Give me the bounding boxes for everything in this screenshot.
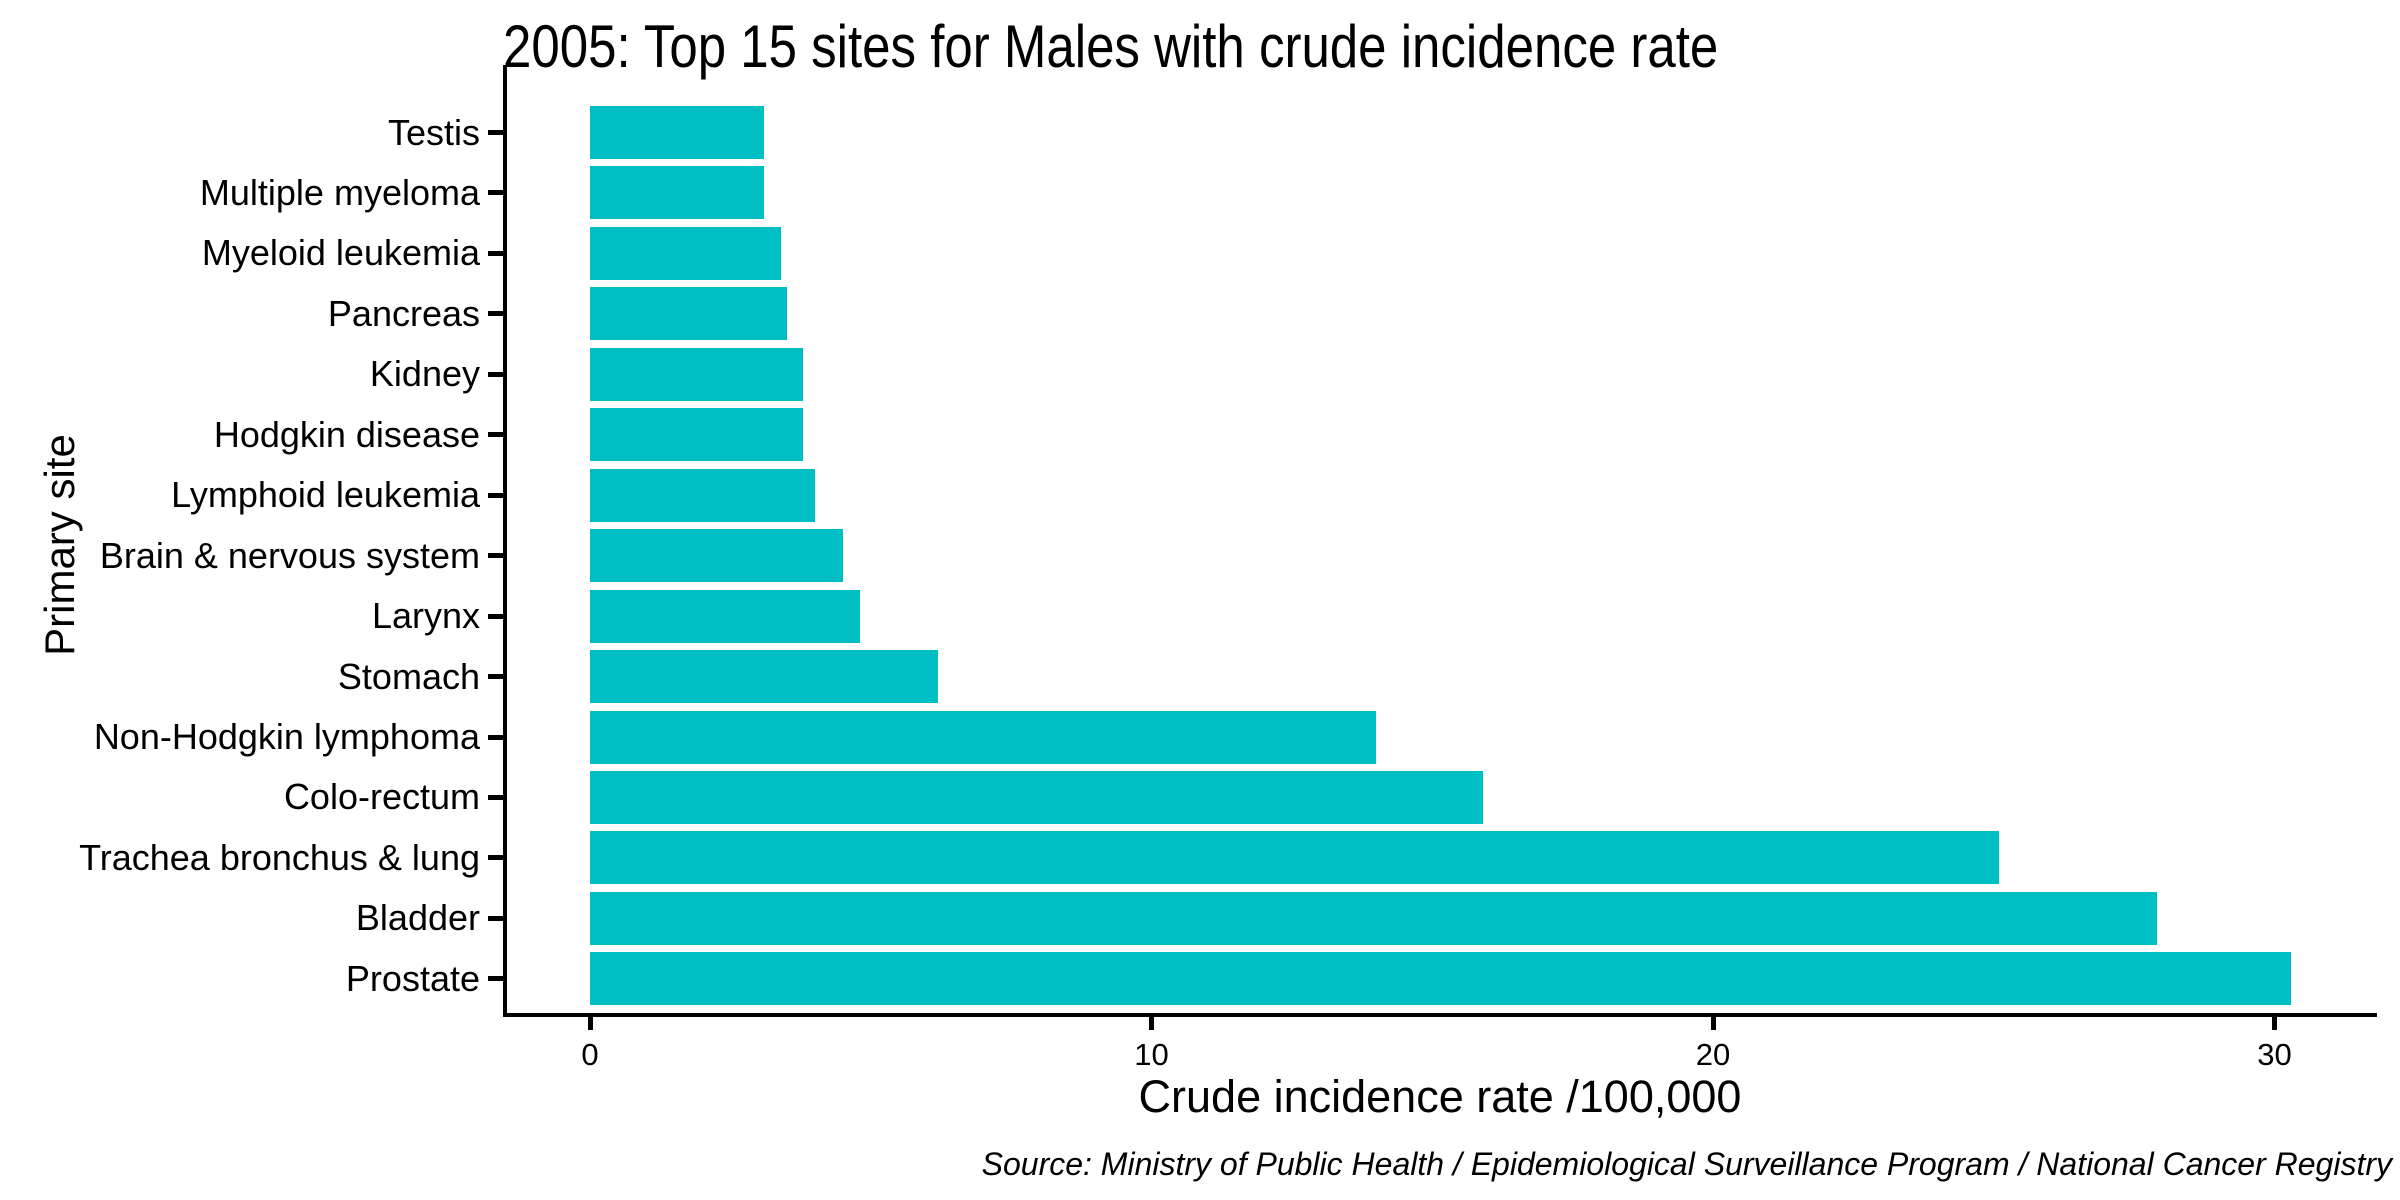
bar-non-hodgkin-lymphoma <box>590 710 1377 764</box>
y-label-prostate: Prostate <box>345 957 480 999</box>
bar-testis <box>590 106 765 159</box>
x-axis-title: Crude incidence rate /100,000 <box>1138 1071 1742 1122</box>
x-tick-mark <box>2272 1017 2277 1030</box>
y-tick-mark <box>488 855 503 861</box>
y-tick-mark <box>488 250 503 256</box>
plot-area <box>503 65 2377 1017</box>
y-tick-mark <box>488 734 503 740</box>
bar-brain-nervous-system <box>590 529 843 583</box>
y-tick-mark <box>488 432 503 438</box>
y-label-pancreas: Pancreas <box>327 292 480 334</box>
x-tick-label: 20 <box>1695 1037 1731 1072</box>
y-tick-mark <box>488 311 503 317</box>
bar-hodgkin-disease <box>590 408 804 462</box>
x-tick-mark <box>1149 1017 1154 1030</box>
y-label-myeloid-leukemia: Myeloid leukemia <box>201 232 480 274</box>
chart-title: 2005: Top 15 sites for Males with crude … <box>503 13 1719 80</box>
y-tick-mark <box>488 190 503 196</box>
y-label-brain-nervous-system: Brain & nervous system <box>99 534 480 576</box>
bar-multiple-myeloma <box>590 166 765 220</box>
y-label-larynx: Larynx <box>371 595 480 637</box>
x-tick-label: 0 <box>581 1037 599 1072</box>
y-label-lymphoid-leukemia: Lymphoid leukemia <box>171 474 480 516</box>
y-tick-mark <box>488 371 503 377</box>
y-label-bladder: Bladder <box>355 897 480 939</box>
y-tick-mark <box>488 794 503 800</box>
bar-pancreas <box>590 287 787 341</box>
x-tick-label: 30 <box>2257 1037 2292 1072</box>
source-caption: Source: Ministry of Public Health / Epid… <box>981 1146 2392 1182</box>
y-tick-mark <box>488 915 503 921</box>
bar-larynx <box>590 589 860 643</box>
y-label-stomach: Stomach <box>337 655 480 697</box>
bar-prostate <box>590 952 2292 1006</box>
x-tick-mark <box>1710 1017 1716 1030</box>
y-label-non-hodgkin-lymphoma: Non-Hodgkin lymphoma <box>93 716 480 757</box>
y-label-testis: Testis <box>387 111 480 153</box>
y-label-trachea-bronchus-lung: Trachea bronchus & lung <box>79 836 480 878</box>
y-label-colo-rectum: Colo-rectum <box>283 776 480 818</box>
bar-bladder <box>590 891 2157 945</box>
y-tick-mark <box>488 613 503 619</box>
x-tick-label: 10 <box>1134 1037 1169 1072</box>
y-label-hodgkin-disease: Hodgkin disease <box>213 413 480 455</box>
bar-kidney <box>590 347 804 401</box>
x-tick-mark <box>587 1017 593 1030</box>
bar-lymphoid-leukemia <box>590 468 815 522</box>
y-tick-mark <box>488 130 503 135</box>
bar-myeloid-leukemia <box>590 226 781 280</box>
y-tick-mark <box>488 553 503 559</box>
y-tick-mark <box>488 976 503 982</box>
y-label-multiple-myeloma: Multiple myeloma <box>199 171 480 213</box>
y-label-kidney: Kidney <box>369 353 480 395</box>
bar-trachea-bronchus-lung <box>590 831 2000 885</box>
bar-stomach <box>590 650 939 704</box>
y-tick-mark <box>488 492 503 498</box>
y-tick-mark <box>488 674 503 680</box>
bar-colo-rectum <box>590 770 1483 824</box>
